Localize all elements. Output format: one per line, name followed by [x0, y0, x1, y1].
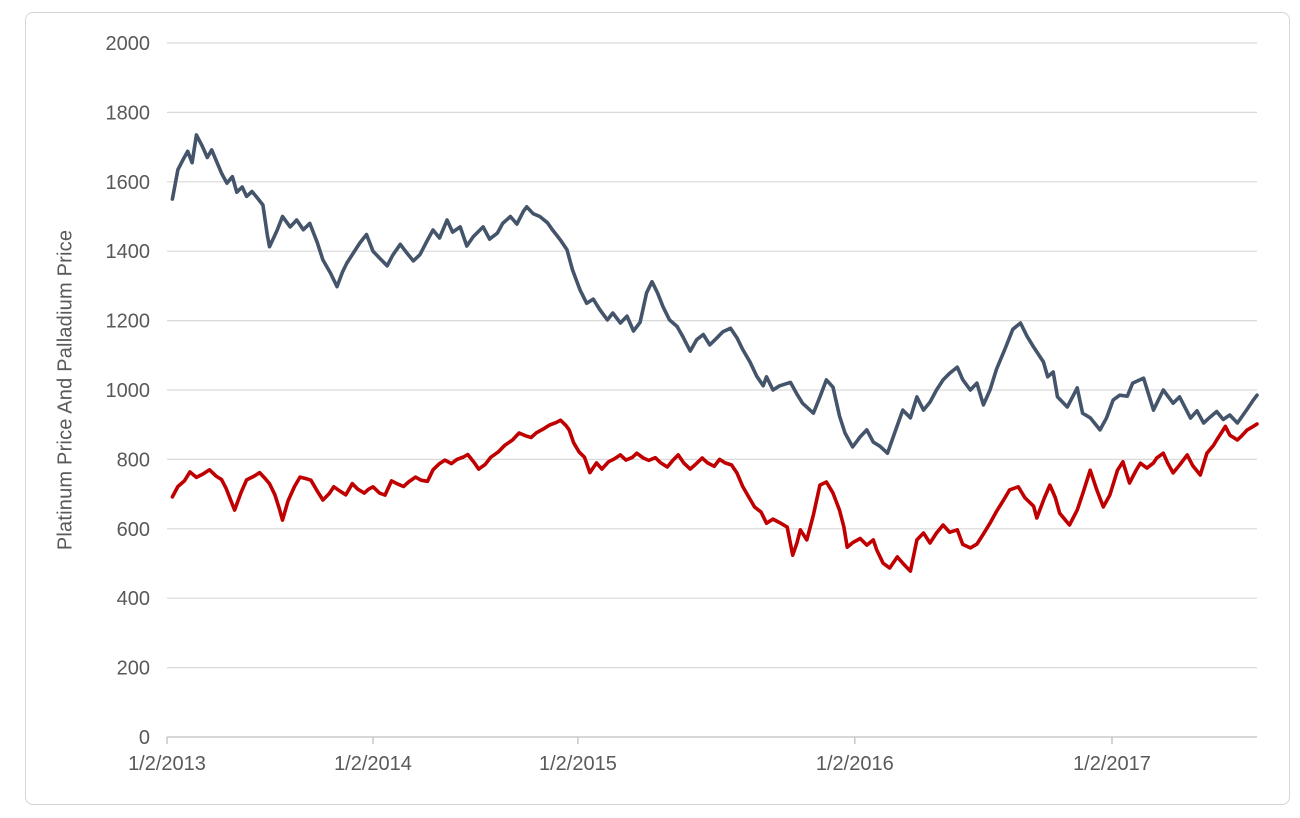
- y-tick-label: 1000: [106, 380, 151, 402]
- x-tick-label: 1/2/2015: [539, 753, 617, 775]
- y-tick-label: 800: [117, 449, 150, 471]
- y-tick-label: 200: [117, 658, 150, 680]
- y-tick-label: 1200: [106, 311, 151, 333]
- y-tick-label: 1600: [106, 172, 151, 194]
- y-tick-label: 1800: [106, 102, 151, 124]
- y-tick-label: 2000: [106, 33, 151, 55]
- palladium-line: [170, 418, 1259, 573]
- y-tick-label: 400: [117, 588, 150, 610]
- y-tick-label: 0: [139, 727, 150, 749]
- x-tick-label: 1/2/2013: [128, 753, 206, 775]
- x-tick-label: 1/2/2017: [1073, 753, 1151, 775]
- platinum-line: [170, 133, 1259, 456]
- x-tick-label: 1/2/2016: [816, 753, 894, 775]
- chart-frame: [25, 12, 1290, 805]
- y-tick-label: 1400: [106, 241, 151, 263]
- y-tick-label: 600: [117, 519, 150, 541]
- x-tick-label: 1/2/2014: [334, 753, 412, 775]
